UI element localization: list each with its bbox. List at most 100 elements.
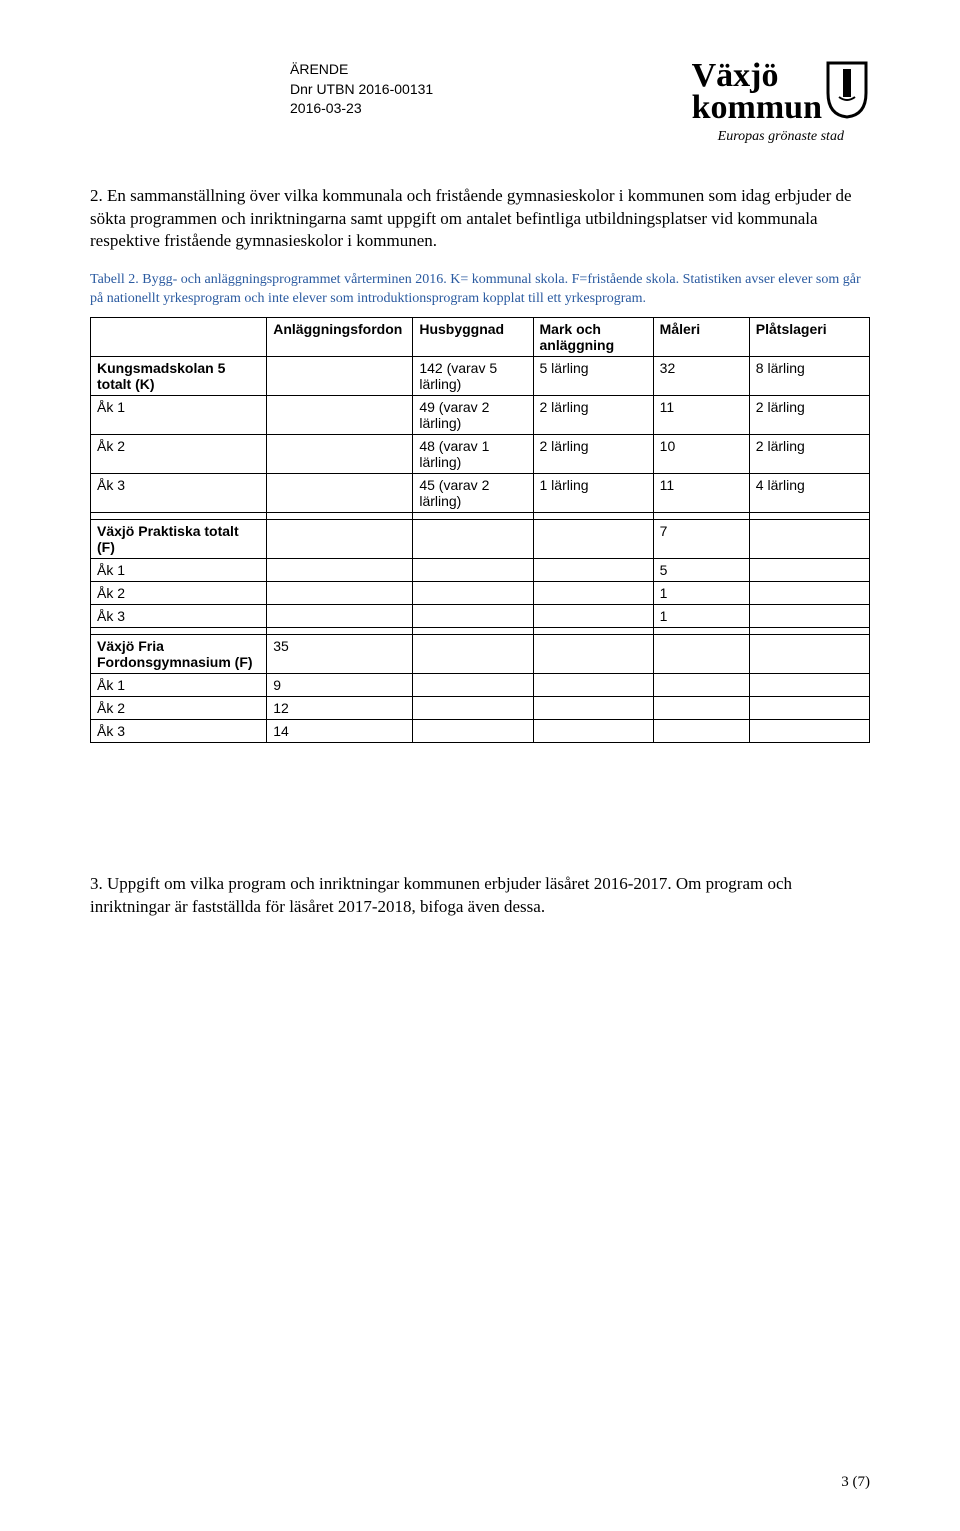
logo-text: Växjö kommun: [692, 60, 822, 125]
table-row: Åk 15: [91, 559, 870, 582]
doc-type: ÄRENDE: [290, 60, 433, 80]
table-cell: [267, 582, 413, 605]
table-cell: [749, 635, 869, 674]
table-cell: Åk 3: [91, 720, 267, 743]
table-cell: [413, 605, 533, 628]
table-row: Växjö Fria Fordonsgymnasium (F)35: [91, 635, 870, 674]
table-row: Åk 149 (varav 2 lärling)2 lärling112 lär…: [91, 396, 870, 435]
table-body: Kungsmadskolan 5 totalt (K) 142 (varav 5 …: [91, 357, 870, 743]
table-cell: [413, 720, 533, 743]
table-cell: 5: [653, 559, 749, 582]
table-cell: 10: [653, 435, 749, 474]
table-cell: 48 (varav 1 lärling): [413, 435, 533, 474]
doc-meta: ÄRENDE Dnr UTBN 2016-00131 2016-03-23: [290, 60, 433, 119]
table-cell: 9: [267, 674, 413, 697]
table-row: Växjö Praktiska totalt (F) 7: [91, 520, 870, 559]
table-header-cell: [91, 318, 267, 357]
table-cell: [749, 513, 869, 520]
table-cell: [749, 582, 869, 605]
table-cell: 4 lärling: [749, 474, 869, 513]
table-row: Åk 314: [91, 720, 870, 743]
table-cell: 14: [267, 720, 413, 743]
table-cell: [533, 674, 653, 697]
table-cell: [533, 605, 653, 628]
doc-date: 2016-03-23: [290, 99, 433, 119]
table-cell: 8 lärling: [749, 357, 869, 396]
table-cell: Åk 1: [91, 674, 267, 697]
table-row: [91, 628, 870, 635]
table-row: Åk 31: [91, 605, 870, 628]
table-cell: [653, 720, 749, 743]
table-cell: [533, 559, 653, 582]
table-cell: Växjö Praktiska totalt (F): [91, 520, 267, 559]
table-cell: [749, 628, 869, 635]
table-cell: Åk 2: [91, 435, 267, 474]
logo-line2: kommun: [692, 89, 822, 126]
table-cell: [533, 582, 653, 605]
table-cell: [749, 520, 869, 559]
table-cell: [533, 635, 653, 674]
table-cell: [413, 697, 533, 720]
table-cell: [749, 605, 869, 628]
table-cell: [267, 396, 413, 435]
table-header-cell: Mark och anläggning: [533, 318, 653, 357]
table-cell: Kungsmadskolan 5 totalt (K): [91, 357, 267, 396]
logo-tagline: Europas grönaste stad: [692, 129, 870, 145]
table-row: Kungsmadskolan 5 totalt (K) 142 (varav 5 …: [91, 357, 870, 396]
table-cell: [653, 674, 749, 697]
table-cell: Åk 2: [91, 582, 267, 605]
table-cell: [749, 720, 869, 743]
table-cell: [653, 697, 749, 720]
table-cell: [749, 697, 869, 720]
table-cell: [533, 520, 653, 559]
doc-ref: Dnr UTBN 2016-00131: [290, 80, 433, 100]
table-cell: [533, 697, 653, 720]
table-cell: [413, 559, 533, 582]
table-cell: Åk 2: [91, 697, 267, 720]
table-cell: [413, 582, 533, 605]
paragraph-2: 3. Uppgift om vilka program och inriktni…: [90, 873, 870, 919]
table-row: Åk 2 1: [91, 582, 870, 605]
logo: Växjö kommun Europas grönaste stad: [692, 60, 870, 145]
data-table: AnläggningsfordonHusbyggnadMark och anlä…: [90, 317, 870, 743]
table-cell: 1: [653, 582, 749, 605]
table-row: Åk 19: [91, 674, 870, 697]
table-cell: 11: [653, 396, 749, 435]
page: ÄRENDE Dnr UTBN 2016-00131 2016-03-23 Vä…: [0, 0, 960, 1531]
table-cell: [91, 628, 267, 635]
table-cell: [413, 628, 533, 635]
table-cell: 2 lärling: [749, 396, 869, 435]
page-footer: 3 (7): [841, 1474, 870, 1491]
table-cell: Åk 3: [91, 605, 267, 628]
table-cell: [749, 674, 869, 697]
table-cell: [267, 357, 413, 396]
table-header-cell: Husbyggnad: [413, 318, 533, 357]
table-cell: 142 (varav 5 lärling): [413, 357, 533, 396]
table-cell: 32: [653, 357, 749, 396]
table-header-cell: Anläggningsfordon: [267, 318, 413, 357]
table-cell: [267, 605, 413, 628]
table-cell: [413, 635, 533, 674]
table-cell: [413, 674, 533, 697]
table-header-row: AnläggningsfordonHusbyggnadMark och anlä…: [91, 318, 870, 357]
table-cell: [533, 628, 653, 635]
table-cell: [267, 474, 413, 513]
table-cell: [533, 513, 653, 520]
table-header-cell: Måleri: [653, 318, 749, 357]
table-cell: [533, 720, 653, 743]
table-cell: 2 lärling: [749, 435, 869, 474]
table-cell: 12: [267, 697, 413, 720]
table-cell: [413, 513, 533, 520]
table-cell: [653, 628, 749, 635]
table-row: [91, 513, 870, 520]
table-cell: 7: [653, 520, 749, 559]
table-header-cell: Plåtslageri: [749, 318, 869, 357]
table-caption: Tabell 2. Bygg- och anläggningsprogramme…: [90, 271, 870, 309]
paragraph-1: 2. En sammanställning över vilka kommuna…: [90, 185, 870, 254]
table-cell: [749, 559, 869, 582]
page-header: ÄRENDE Dnr UTBN 2016-00131 2016-03-23 Vä…: [90, 60, 870, 145]
table-row: Åk 248 (varav 1 lärling)2 lärling102 lär…: [91, 435, 870, 474]
table-cell: 5 lärling: [533, 357, 653, 396]
table-cell: [91, 513, 267, 520]
table-cell: [653, 635, 749, 674]
